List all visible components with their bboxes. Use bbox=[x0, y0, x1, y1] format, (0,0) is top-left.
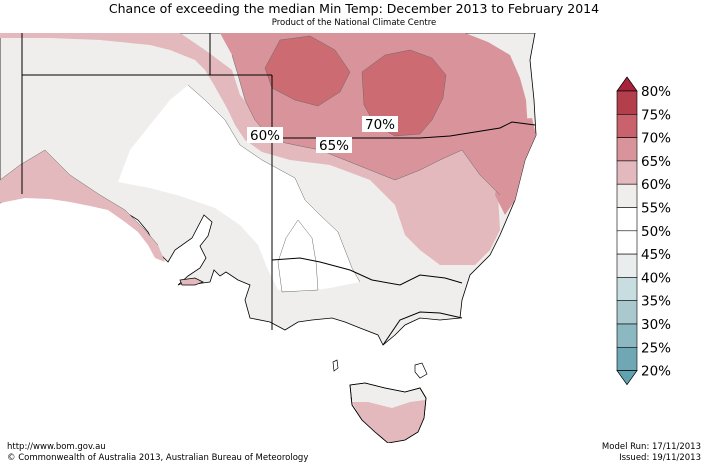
legend-label: 60% bbox=[641, 177, 671, 193]
zone-65-70-coast bbox=[495, 118, 536, 215]
contour-lines bbox=[0, 35, 501, 293]
legend-swatch bbox=[616, 160, 638, 185]
state-borders bbox=[21, 33, 536, 346]
legend-label: 65% bbox=[641, 154, 671, 170]
legend-arrow-down bbox=[616, 370, 638, 386]
legend-swatch bbox=[616, 230, 638, 255]
label-bg-70 bbox=[362, 116, 398, 132]
contour-label-70: 70% bbox=[365, 117, 395, 133]
model-run: Model Run: 17/11/2013 bbox=[601, 442, 701, 452]
legend-label: 30% bbox=[641, 317, 671, 333]
probability-map: 60% 65% 70% bbox=[0, 33, 600, 443]
legend-swatch bbox=[616, 300, 638, 325]
legend-label: 55% bbox=[641, 201, 671, 217]
footer-left: http://www.bom.gov.au © Commonwealth of … bbox=[7, 442, 308, 464]
zone-45-55 bbox=[118, 85, 360, 292]
legend-label: 40% bbox=[641, 270, 671, 286]
king-island bbox=[332, 359, 339, 372]
label-bg-65 bbox=[316, 137, 352, 153]
copyright-notice: © Commonwealth of Australia 2013, Austra… bbox=[7, 453, 309, 463]
legend-swatch bbox=[616, 137, 638, 162]
legend-label: 70% bbox=[641, 131, 671, 147]
map-title: Chance of exceeding the median Min Temp:… bbox=[108, 1, 600, 16]
legend-swatch bbox=[616, 346, 638, 371]
zone-70-75-east bbox=[362, 50, 446, 136]
legend-label: 45% bbox=[641, 247, 671, 263]
legend-swatch bbox=[616, 277, 638, 301]
legend-label: 20% bbox=[641, 364, 671, 380]
legend-label: 80% bbox=[641, 84, 671, 100]
footer-right: Model Run: 17/11/2013 Issued: 19/11/2013 bbox=[602, 442, 701, 464]
flinders-island bbox=[414, 362, 428, 379]
contour-label-60: 60% bbox=[250, 128, 280, 144]
legend-arrow-up bbox=[616, 76, 638, 92]
legend-swatch bbox=[616, 90, 638, 115]
zone-60-65-west bbox=[0, 150, 165, 262]
source-url: http://www.bom.gov.au bbox=[7, 442, 106, 452]
map-subtitle: Product of the National Climate Centre bbox=[271, 18, 437, 28]
legend-swatch bbox=[616, 253, 638, 278]
legend-label: 25% bbox=[641, 340, 671, 356]
zone-70-75-west bbox=[265, 36, 350, 106]
contour-label-group: 60% 65% 70% bbox=[247, 116, 398, 154]
kangaroo-island bbox=[179, 277, 204, 286]
legend-label: 50% bbox=[641, 224, 671, 240]
legend-swatch bbox=[616, 323, 638, 348]
legend-label: 35% bbox=[641, 294, 671, 310]
contour-label-65: 65% bbox=[319, 138, 349, 154]
tasmania-zone-60-65 bbox=[352, 400, 425, 443]
legend-swatch bbox=[616, 183, 638, 208]
issue-date: Issued: 19/11/2013 bbox=[619, 453, 701, 463]
label-bg-60 bbox=[247, 127, 283, 143]
legend-swatch bbox=[616, 207, 638, 232]
color-legend: 80% 75% 70% 65% 60% 55% 50% 45% 40% 35% 30% 25% 20% bbox=[616, 76, 671, 386]
legend-label: 75% bbox=[641, 107, 671, 123]
legend-swatch bbox=[616, 113, 638, 138]
tasmania-outline bbox=[349, 382, 427, 443]
